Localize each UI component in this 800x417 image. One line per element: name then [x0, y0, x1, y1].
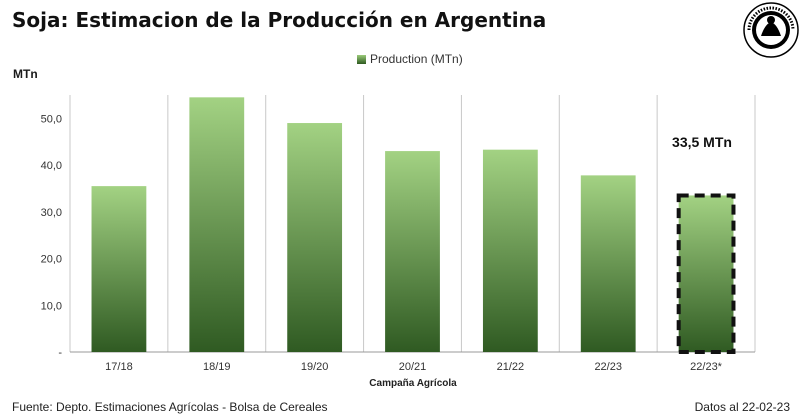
- legend-swatch: [357, 54, 366, 64]
- y-tick-label: 10,0: [41, 300, 62, 312]
- bar-22-23-: [676, 193, 736, 354]
- bar-chart: - 10,0 20,0 30,0 40,0 50,0 17/18 18/19 19/20 20/2…: [41, 95, 756, 389]
- x-tick-label: 17/18: [105, 361, 133, 373]
- x-tick-label: 20/21: [399, 361, 427, 373]
- y-tick-label: 40,0: [41, 160, 62, 172]
- x-tick-label: 18/19: [203, 361, 231, 373]
- y-tick-label: -: [58, 347, 62, 359]
- bar-19-20: [287, 123, 343, 352]
- chart-title: Soja: Estimacion de la Producción en Arg…: [12, 8, 547, 32]
- bar-21-22: [482, 149, 538, 352]
- y-tick-label: 30,0: [41, 207, 62, 219]
- bolsa-de-cereales-seal-logo: [743, 2, 799, 58]
- source-note: Fuente: Depto. Estimaciones Agrícolas - …: [12, 400, 328, 414]
- bar-22-23: [580, 175, 636, 352]
- data-date-note: Datos al 22-02-23: [694, 400, 790, 414]
- bar-17-18: [91, 186, 147, 352]
- x-tick-label: 19/20: [301, 361, 329, 373]
- y-tick-label: 20,0: [41, 254, 62, 266]
- y-axis-unit-label: MTn: [13, 67, 38, 81]
- chart-legend: Production (MTn): [357, 52, 463, 66]
- legend-label: Production (MTn): [370, 52, 463, 66]
- y-tick-label: 50,0: [41, 113, 62, 125]
- forecast-annotation: 33,5 MTn: [672, 134, 732, 150]
- x-tick-label: 21/22: [497, 361, 525, 373]
- bar-18-19: [189, 97, 245, 352]
- bar-20-21: [385, 151, 440, 352]
- x-tick-label: 22/23: [594, 361, 622, 373]
- x-tick-label: 22/23*: [690, 361, 723, 373]
- x-axis-title: Campaña Agrícola: [369, 378, 457, 389]
